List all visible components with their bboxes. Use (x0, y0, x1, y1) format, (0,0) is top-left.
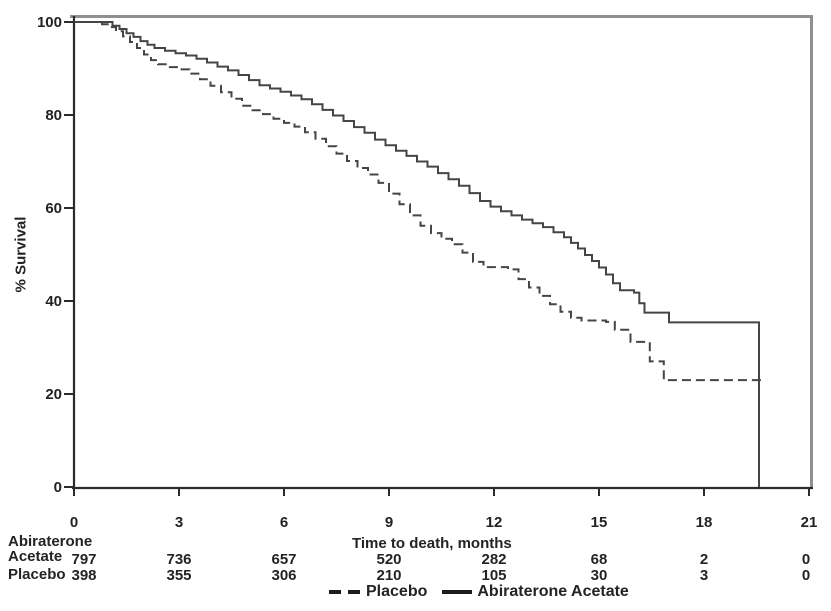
x-axis-title: Time to death, months (352, 535, 512, 552)
x-tick-3: 3 (174, 514, 184, 531)
risk-count: 30 (590, 567, 608, 584)
x-axis-ticks (73, 488, 810, 496)
risk-count: 0 (801, 551, 811, 568)
risk-count: 736 (166, 551, 192, 568)
y-tick-100: 100 (36, 14, 62, 31)
abiraterone-solid-line-sample (442, 590, 473, 594)
risk-count: 0 (801, 567, 811, 584)
y-tick-60: 60 (45, 200, 62, 217)
risk-count: 3 (699, 567, 709, 584)
legend: Placebo Abiraterone Acetate (328, 583, 639, 601)
risk-count: 398 (71, 567, 97, 584)
risk-count: 282 (481, 551, 507, 568)
placebo-dashed-line-sample (329, 590, 361, 594)
risk-count: 105 (481, 567, 507, 584)
survival-curves (74, 21, 766, 487)
survival-curve-placebo (74, 21, 766, 382)
risk-count: 68 (590, 551, 608, 568)
x-tick-0: 0 (69, 514, 79, 531)
risk-row2-label: Placebo (8, 566, 66, 583)
risk-count: 797 (71, 551, 97, 568)
y-axis-ticks (64, 21, 74, 488)
y-axis-title: % Survival (12, 216, 30, 293)
risk-count: 210 (376, 567, 402, 584)
x-tick-12: 12 (485, 514, 503, 531)
y-tick-20: 20 (45, 386, 62, 403)
legend-abiraterone-label: Abiraterone Acetate (477, 583, 629, 600)
risk-count: 355 (166, 567, 192, 584)
legend-placebo-label: Placebo (366, 583, 428, 600)
y-tick-40: 40 (45, 293, 62, 310)
y-tick-0: 0 (53, 479, 62, 496)
x-tick-6: 6 (279, 514, 289, 531)
x-tick-21: 21 (800, 514, 818, 531)
risk-count: 657 (271, 551, 297, 568)
risk-count: 306 (271, 567, 297, 584)
risk-row1-label-line1: Abiraterone (8, 533, 93, 550)
x-tick-18: 18 (695, 514, 713, 531)
survival-curve-abiraterone-acetate (74, 21, 760, 487)
risk-count: 520 (376, 551, 402, 568)
risk-count: 2 (699, 551, 709, 568)
x-tick-9: 9 (384, 514, 394, 531)
risk-row1-label-line2: Acetate (8, 548, 63, 565)
x-tick-15: 15 (590, 514, 608, 531)
y-tick-80: 80 (45, 107, 62, 124)
